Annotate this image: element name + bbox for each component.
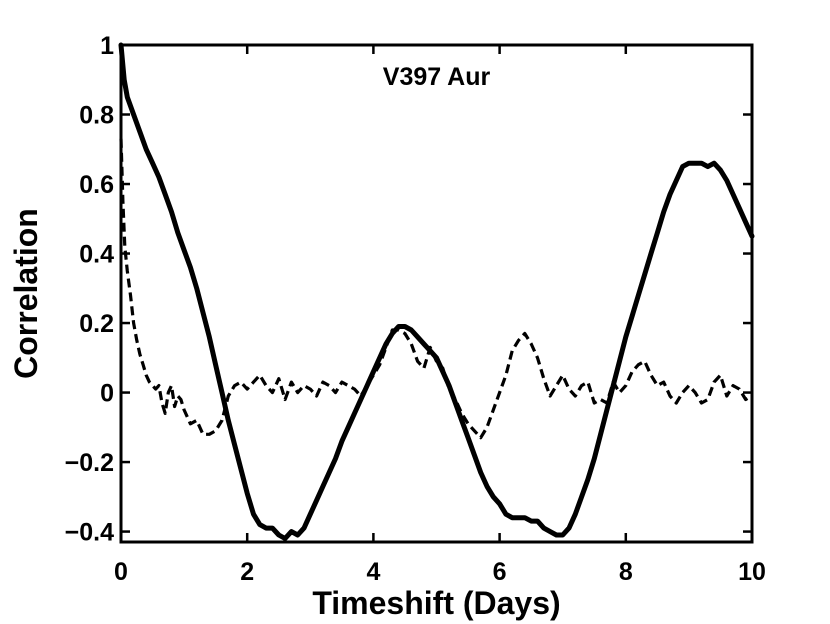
y-tick-label: −0.2 <box>65 449 114 477</box>
y-axis-label: Correlation <box>8 208 44 379</box>
x-tick-label: 4 <box>366 558 380 586</box>
chart-annotation: V397 Aur <box>383 63 491 91</box>
y-tick-label: 0.2 <box>79 310 114 338</box>
x-tick-label: 0 <box>114 558 128 586</box>
labels-layer: 0 2 4 6 8 10 −0.4 −0.2 0 0.2 0.4 0.6 0.8 1 <box>65 32 766 586</box>
dashed-series-line <box>119 138 753 440</box>
x-axis-label: Timeshift (Days) <box>312 585 560 621</box>
x-tick-label: 8 <box>619 558 633 586</box>
y-tick-label: 0 <box>100 380 114 408</box>
y-tick-label: 0.8 <box>79 102 114 130</box>
x-tick-label: 6 <box>493 558 507 586</box>
plot-frame <box>119 43 754 544</box>
x-tick-label: 10 <box>738 558 766 586</box>
x-tick-label: 2 <box>240 558 254 586</box>
y-tick-label: 0.6 <box>79 171 114 199</box>
series-layer <box>118 42 755 541</box>
y-tick-label: 0.4 <box>79 241 114 269</box>
y-tick-label: 1 <box>100 32 114 60</box>
y-tick-label: −0.4 <box>65 519 114 547</box>
